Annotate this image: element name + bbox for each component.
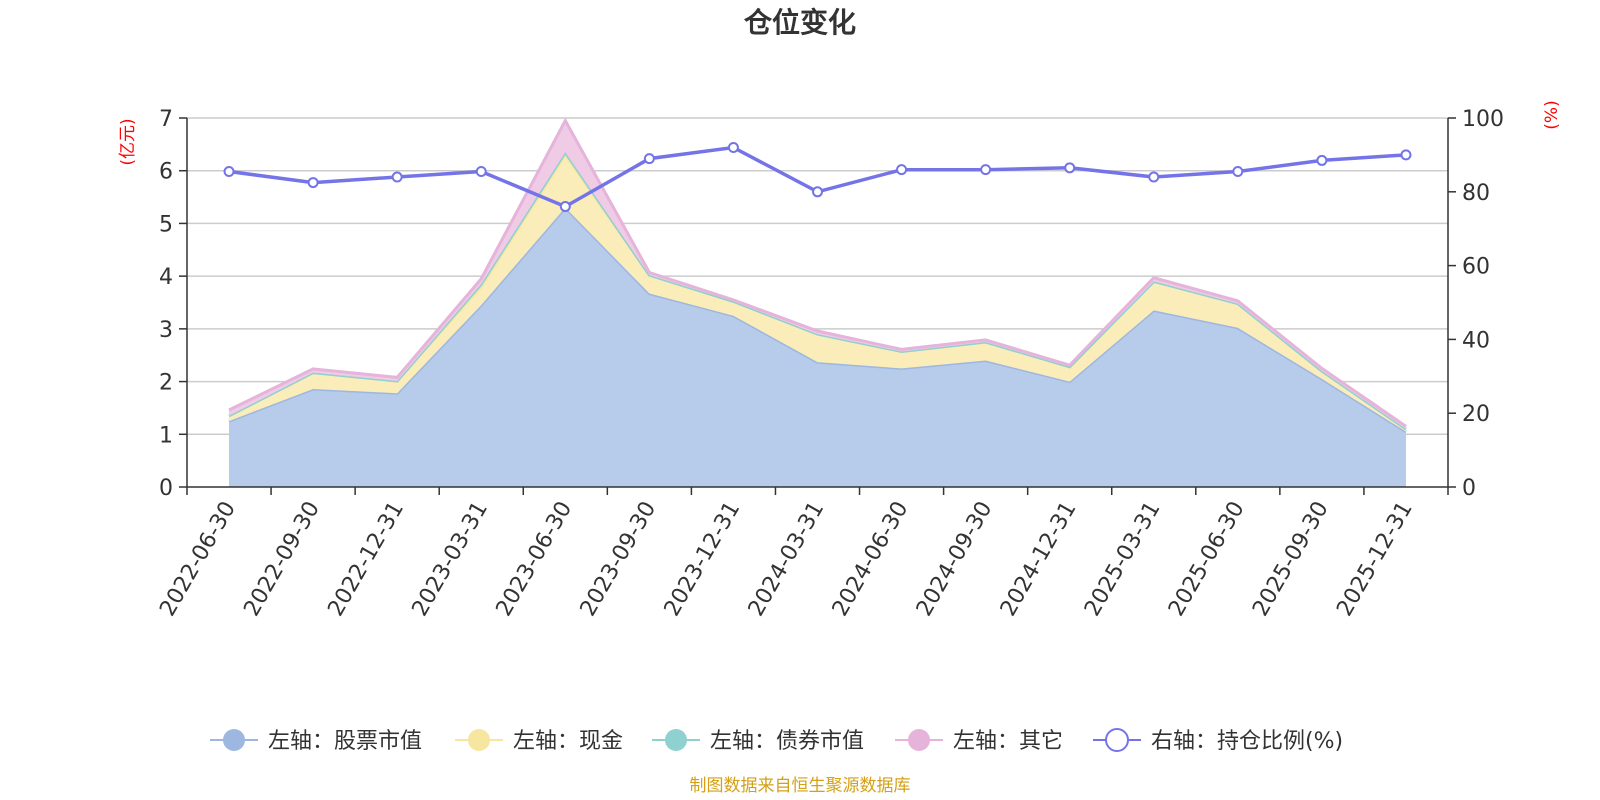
ratio-point: [812, 186, 823, 198]
x-tick-label: 2022-09-30: [239, 497, 325, 620]
ratio-point: [980, 164, 992, 176]
legend-marker: [908, 729, 930, 751]
legend-marker: [223, 729, 245, 751]
legend: 左轴：股票市值 左轴：现金 左轴：债券市值 左轴：其它 右轴：持仓比例(%): [210, 728, 1343, 754]
ratio-point: [643, 153, 655, 165]
x-tick-label: 2023-06-30: [492, 497, 578, 620]
ratio-line-path: [228, 145, 1407, 209]
stacked-areas: [228, 117, 1407, 487]
ratio-point: [1316, 154, 1328, 166]
x-tick-label: 2024-06-30: [828, 497, 914, 620]
x-tick-label: 2023-09-30: [576, 497, 662, 620]
left-tick-label: 6: [159, 160, 173, 185]
area-0: [229, 207, 1406, 487]
x-tick-label: 2025-09-30: [1248, 497, 1334, 620]
left-tick-label: 0: [159, 476, 173, 501]
legend-label: 右轴：持仓比例(%): [1151, 729, 1343, 754]
x-tick-label: 2023-12-31: [660, 497, 746, 620]
ratio-point: [475, 166, 487, 178]
left-tick-label: 7: [159, 107, 173, 132]
x-tick-label: 2022-06-30: [155, 497, 241, 620]
chart-title: 仓位变化: [744, 6, 856, 39]
x-tick-label: 2022-12-31: [323, 497, 409, 620]
right-tick-label: 40: [1462, 328, 1490, 353]
legend-marker: [665, 729, 687, 751]
x-tick-label: 2025-06-30: [1164, 497, 1250, 620]
x-tick-label: 2025-03-31: [1080, 497, 1166, 620]
ratio-point: [896, 164, 908, 176]
ratio-point: [307, 177, 319, 189]
legend-item-4: 右轴：持仓比例(%): [1093, 728, 1343, 754]
x-tick-label: 2024-12-31: [996, 497, 1082, 620]
ratio-point: [1400, 149, 1412, 161]
x-tick-label: 2025-12-31: [1332, 497, 1418, 620]
legend-label: 左轴：股票市值: [268, 729, 422, 754]
area-1: [229, 154, 1406, 432]
ratio-point: [727, 142, 739, 154]
left-tick-label: 4: [159, 265, 173, 290]
right-tick-label: 0: [1462, 476, 1476, 501]
ratio-point: [391, 171, 403, 183]
x-tick-label: 2023-03-31: [408, 497, 494, 620]
x-tick-label: 2024-09-30: [912, 497, 998, 620]
left-tick-label: 2: [159, 371, 173, 396]
ratio-point: [1064, 162, 1076, 174]
position-ratio-line: [223, 142, 1412, 213]
legend-label: 左轴：其它: [953, 729, 1063, 754]
right-tick-label: 20: [1462, 402, 1490, 427]
legend-item-2: 左轴：债券市值: [652, 729, 864, 754]
legend-marker: [1105, 728, 1129, 752]
area-edge-3: [228, 117, 1407, 428]
right-axis-unit-label: (%): [1542, 100, 1562, 129]
legend-marker: [468, 729, 490, 751]
right-tick-label: 80: [1462, 181, 1490, 206]
left-tick-label: 1: [159, 423, 173, 448]
x-tick-label: 2024-03-31: [744, 497, 830, 620]
source-note: 制图数据来自恒生聚源数据库: [690, 776, 911, 796]
ratio-point: [559, 201, 571, 213]
ratio-point: [223, 166, 235, 178]
ratio-point: [1148, 171, 1160, 183]
legend-label: 左轴：现金: [513, 729, 623, 754]
legend-item-0: 左轴：股票市值: [210, 729, 422, 754]
left-axis-unit-label: (亿元): [118, 118, 138, 165]
legend-item-1: 左轴：现金: [455, 729, 623, 754]
legend-item-3: 左轴：其它: [895, 729, 1063, 754]
left-tick-label: 3: [159, 318, 173, 343]
legend-label: 左轴：债券市值: [710, 729, 864, 754]
ratio-point: [1232, 166, 1244, 178]
right-tick-label: 60: [1462, 255, 1490, 280]
left-tick-label: 5: [159, 212, 173, 237]
right-tick-label: 100: [1462, 107, 1504, 132]
